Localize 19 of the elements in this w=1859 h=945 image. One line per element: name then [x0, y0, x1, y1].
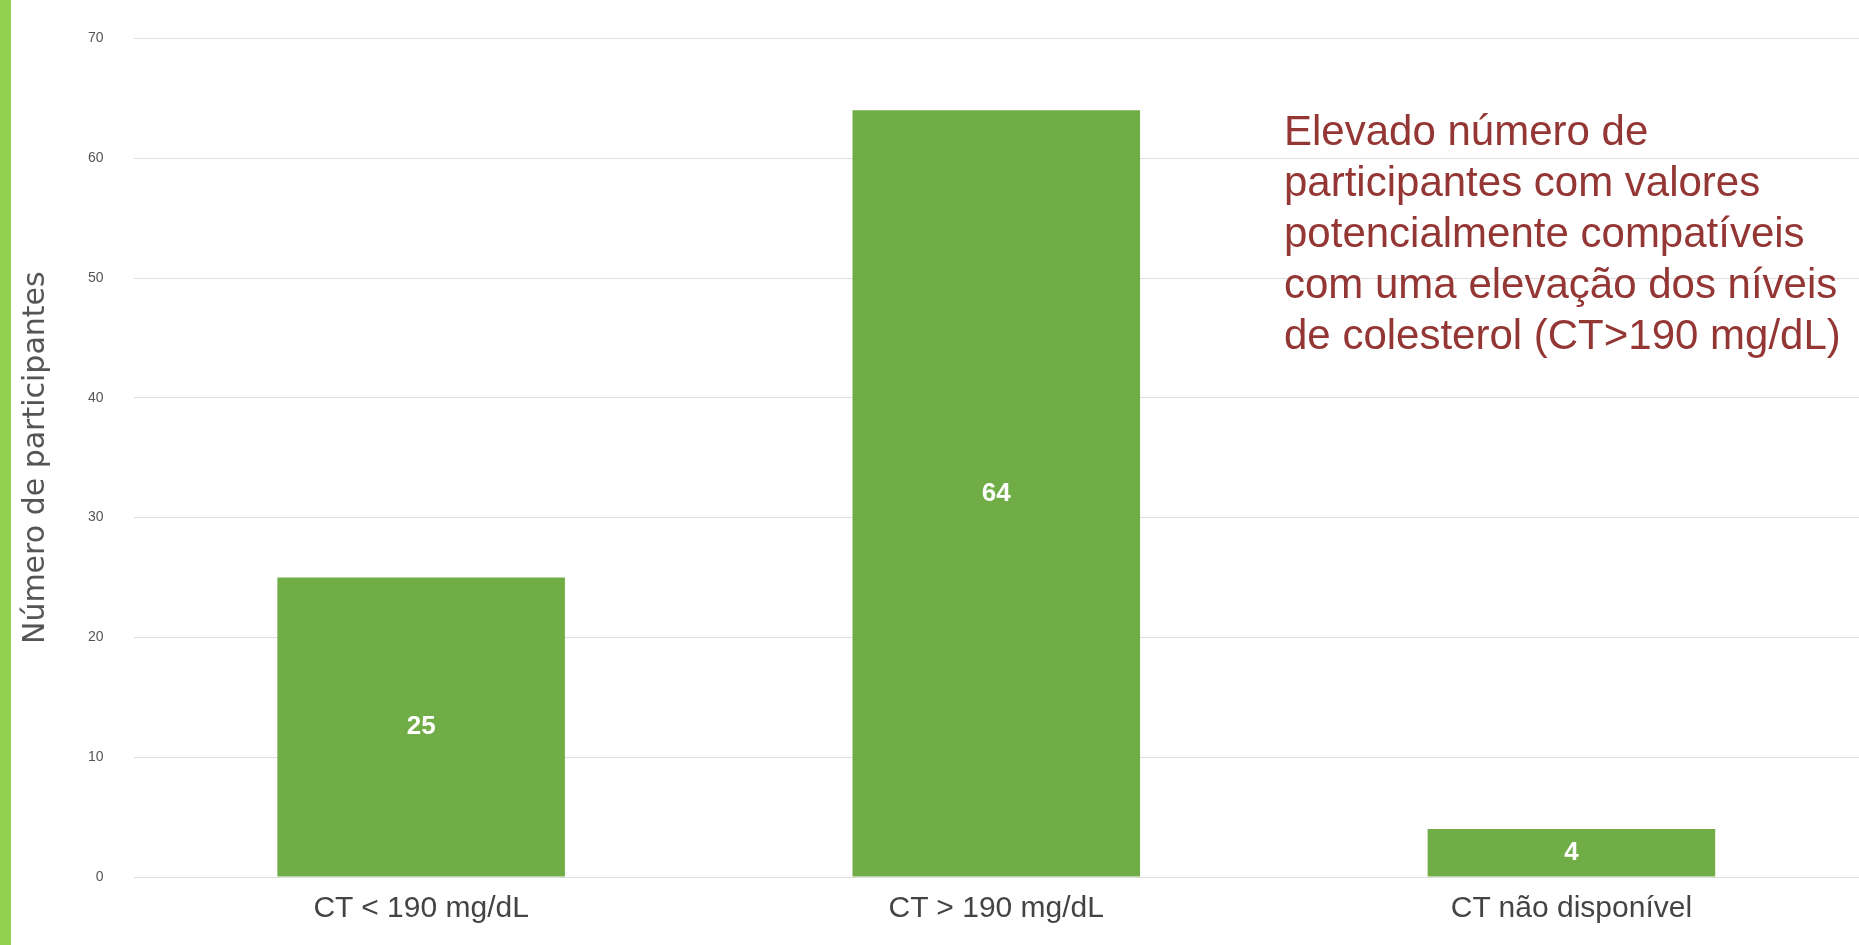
y-tick-label: 30: [87, 508, 104, 525]
x-tick-label: CT < 190 mg/dL: [313, 890, 529, 924]
x-tick-label: CT não disponível: [1450, 890, 1693, 924]
y-tick-label: 50: [87, 268, 104, 285]
data-label: 4: [1564, 835, 1580, 866]
y-tick-label: 20: [87, 628, 104, 645]
x-tick-label: CT > 190 mg/dL: [888, 890, 1104, 924]
bar: [277, 577, 565, 877]
annotation: Elevado número de participantes com valores potencialmente compatíveis com uma elevação dos níveis de colesterol (CT>190 mg/dL): [1284, 106, 1841, 358]
y-tick-label: 0: [95, 867, 104, 884]
y-tick-label: 60: [87, 149, 104, 166]
y-axis-title: Número de participantes: [15, 271, 51, 645]
y-tick-label: 70: [87, 29, 104, 46]
data-label: 64: [981, 476, 1012, 507]
y-tick-label: 10: [87, 748, 104, 765]
bar: [1427, 829, 1716, 877]
bar: [852, 110, 1141, 877]
data-label: 25: [406, 710, 436, 741]
y-tick-label: 40: [87, 388, 104, 405]
